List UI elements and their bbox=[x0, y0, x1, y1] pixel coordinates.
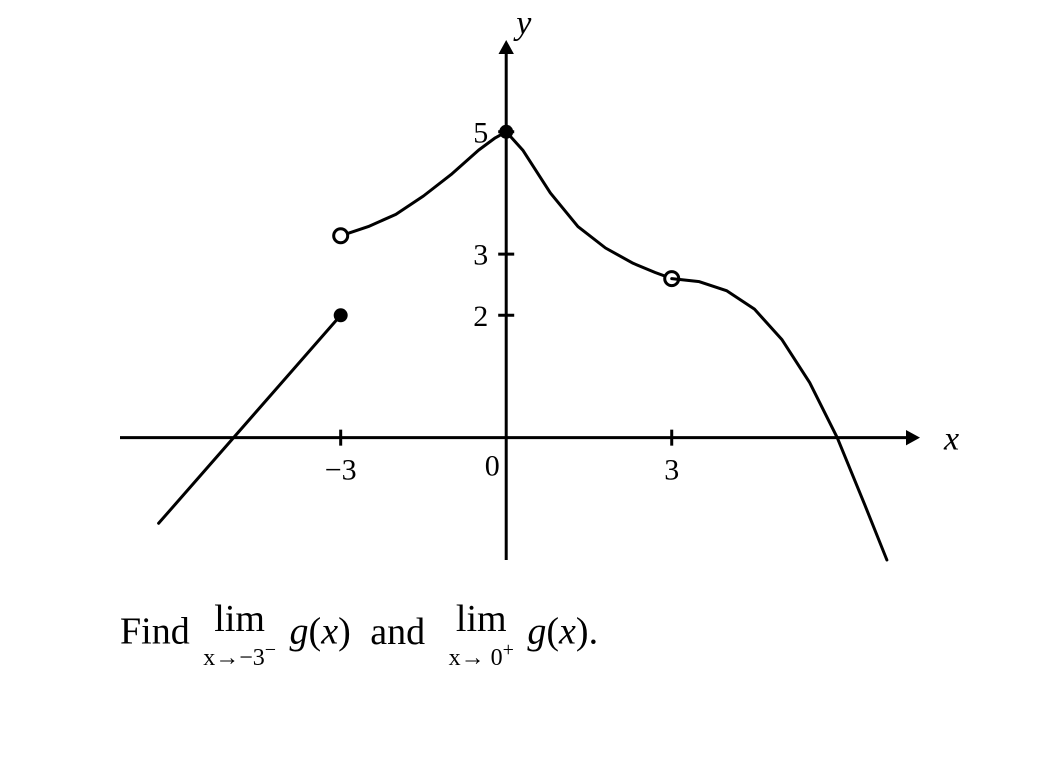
limit-1-side: − bbox=[265, 639, 276, 661]
svg-text:2: 2 bbox=[473, 300, 488, 333]
svg-text:3: 3 bbox=[473, 239, 488, 272]
limit-2-side: + bbox=[503, 639, 514, 661]
question-text: Find lim x→−3− g(x) and lim x→ 0+ g(x). bbox=[120, 600, 1020, 670]
fn-1-name: g bbox=[290, 611, 309, 653]
limit-2: lim x→ 0+ bbox=[449, 600, 514, 670]
limit-1-lim: lim bbox=[203, 600, 276, 638]
limit-2-lim: lim bbox=[449, 600, 514, 638]
fn-1-arg: (x) bbox=[309, 611, 351, 653]
question-prefix: Find bbox=[120, 611, 190, 653]
limit-1-approach: x→−3 bbox=[203, 645, 265, 671]
limit-2-approach: x→ 0 bbox=[449, 645, 503, 671]
svg-text:x: x bbox=[943, 421, 959, 458]
svg-text:y: y bbox=[513, 5, 532, 42]
fn-1: g bbox=[290, 611, 309, 653]
svg-text:−3: −3 bbox=[325, 454, 357, 487]
limit-1-sub: x→−3− bbox=[203, 640, 276, 670]
chart-area: xy−332350 bbox=[120, 40, 920, 560]
limit-1: lim x→−3− bbox=[203, 600, 276, 670]
fn-2: g bbox=[527, 611, 546, 653]
question-and: and bbox=[370, 611, 425, 653]
svg-text:0: 0 bbox=[485, 450, 500, 483]
limit-2-sub: x→ 0+ bbox=[449, 640, 514, 670]
svg-text:3: 3 bbox=[664, 454, 679, 487]
figure-container: xy−332350 Find lim x→−3− g(x) and lim x→… bbox=[0, 0, 1064, 760]
chart-svg: xy−332350 bbox=[120, 40, 920, 560]
fn-2-arg: (x) bbox=[546, 611, 588, 653]
question-period: . bbox=[589, 611, 599, 653]
fn-2-name: g bbox=[527, 611, 546, 653]
